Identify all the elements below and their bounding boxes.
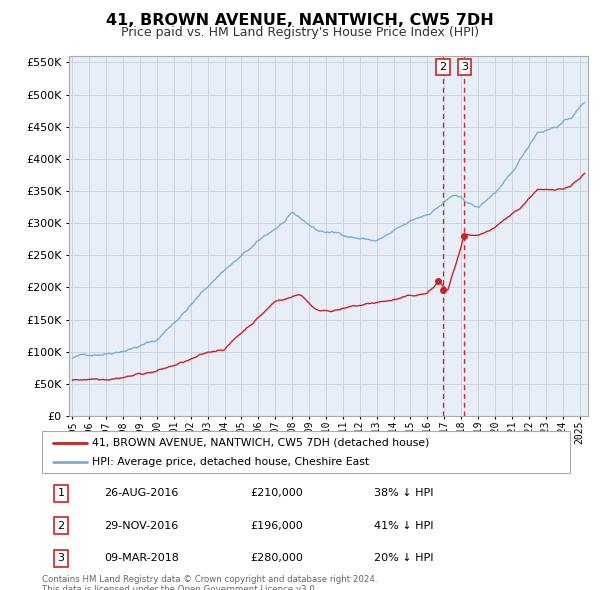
Text: 3: 3 [58,553,64,563]
Text: 2: 2 [439,62,446,72]
Text: 20% ↓ HPI: 20% ↓ HPI [374,553,434,563]
Text: 29-NOV-2016: 29-NOV-2016 [104,521,178,530]
Text: 26-AUG-2016: 26-AUG-2016 [104,488,178,498]
Text: 41, BROWN AVENUE, NANTWICH, CW5 7DH (detached house): 41, BROWN AVENUE, NANTWICH, CW5 7DH (det… [92,438,430,448]
Text: HPI: Average price, detached house, Cheshire East: HPI: Average price, detached house, Ches… [92,457,369,467]
Text: 41% ↓ HPI: 41% ↓ HPI [374,521,434,530]
Text: 3: 3 [461,62,468,72]
Text: Contains HM Land Registry data © Crown copyright and database right 2024.
This d: Contains HM Land Registry data © Crown c… [42,575,377,590]
Text: £280,000: £280,000 [250,553,303,563]
Text: £196,000: £196,000 [250,521,302,530]
Text: 1: 1 [58,488,64,498]
Text: 09-MAR-2018: 09-MAR-2018 [104,553,179,563]
Text: 2: 2 [58,521,64,530]
Text: 38% ↓ HPI: 38% ↓ HPI [374,488,434,498]
Text: £210,000: £210,000 [250,488,302,498]
Text: Price paid vs. HM Land Registry's House Price Index (HPI): Price paid vs. HM Land Registry's House … [121,26,479,39]
Text: 41, BROWN AVENUE, NANTWICH, CW5 7DH: 41, BROWN AVENUE, NANTWICH, CW5 7DH [106,13,494,28]
FancyBboxPatch shape [42,431,570,473]
